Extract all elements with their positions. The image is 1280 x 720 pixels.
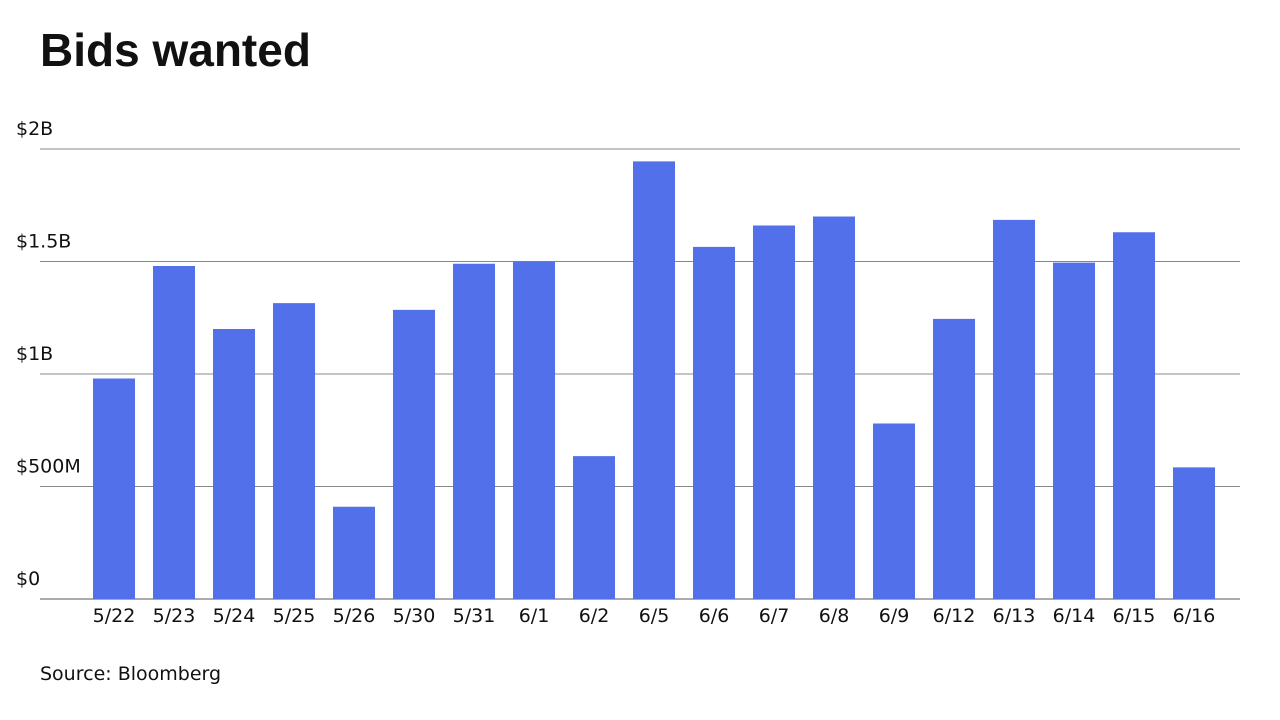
bar (573, 456, 615, 599)
x-tick-label: 6/1 (519, 605, 550, 627)
x-tick-label: 6/5 (639, 605, 670, 627)
bar (813, 216, 855, 599)
x-tick-label: 5/22 (93, 605, 136, 627)
bar (1113, 232, 1155, 599)
x-tick-label: 5/26 (333, 605, 376, 627)
bar (153, 266, 195, 599)
x-tick-label: 5/25 (273, 605, 316, 627)
bar (633, 161, 675, 599)
bar (1053, 262, 1095, 599)
bar (753, 225, 795, 599)
x-tick-label: 6/14 (1053, 605, 1096, 627)
bar (693, 246, 735, 599)
chart-title: Bids wanted (40, 24, 311, 76)
y-tick-label: $1B (16, 343, 53, 365)
x-tick-label: 5/24 (213, 605, 256, 627)
x-tick-label: 6/6 (699, 605, 730, 627)
x-tick-label: 6/16 (1173, 605, 1216, 627)
y-tick-label: $500M (16, 456, 81, 478)
x-tick-label: 6/8 (819, 605, 850, 627)
bar (933, 318, 975, 599)
bar (273, 303, 315, 599)
bar (873, 423, 915, 599)
x-tick-label: 6/12 (933, 605, 976, 627)
x-tick-label: 6/15 (1113, 605, 1156, 627)
bar (1173, 467, 1215, 599)
y-tick-label: $0 (16, 568, 40, 590)
x-tick-label: 6/13 (993, 605, 1036, 627)
x-tick-label: 5/23 (153, 605, 196, 627)
bar (513, 261, 555, 599)
x-tick-label: 5/30 (393, 605, 436, 627)
x-tick-label: 6/2 (579, 605, 610, 627)
bar (213, 329, 255, 599)
x-tick-label: 5/31 (453, 605, 496, 627)
bar (993, 219, 1035, 599)
y-tick-label: $1.5B (16, 231, 71, 253)
source-note: Source: Bloomberg (40, 663, 221, 685)
bar (393, 309, 435, 599)
y-tick-label: $2B (16, 118, 53, 140)
bar (453, 263, 495, 599)
x-tick-label: 6/9 (879, 605, 910, 627)
bar (93, 378, 135, 599)
x-tick-label: 6/7 (759, 605, 790, 627)
bar (333, 506, 375, 599)
